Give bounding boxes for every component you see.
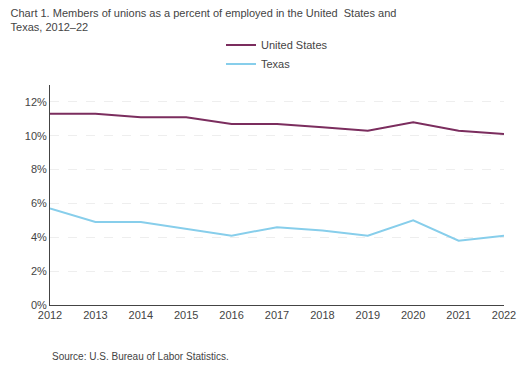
svg-text:Source: U.S. Bureau of Labor S: Source: U.S. Bureau of Labor Statistics.: [52, 351, 229, 362]
svg-text:2021: 2021: [446, 309, 470, 321]
svg-text:2015: 2015: [174, 309, 198, 321]
svg-text:2013: 2013: [83, 309, 107, 321]
svg-text:2016: 2016: [219, 309, 243, 321]
svg-text:8%: 8%: [31, 163, 47, 175]
svg-text:6%: 6%: [31, 197, 47, 209]
svg-text:2014: 2014: [129, 309, 153, 321]
svg-text:2020: 2020: [401, 309, 425, 321]
svg-text:4%: 4%: [31, 231, 47, 243]
svg-text:United States: United States: [261, 39, 328, 51]
svg-text:2022: 2022: [492, 309, 516, 321]
svg-text:10%: 10%: [25, 130, 47, 142]
svg-text:2012: 2012: [38, 309, 62, 321]
svg-text:Chart 1. Members of unions as: Chart 1. Members of unions as a percent …: [11, 7, 397, 33]
svg-text:0%: 0%: [31, 299, 47, 311]
svg-text:12%: 12%: [25, 96, 47, 108]
svg-text:2017: 2017: [265, 309, 289, 321]
svg-text:2%: 2%: [31, 265, 47, 277]
svg-text:2019: 2019: [356, 309, 380, 321]
svg-text:Texas: Texas: [261, 58, 290, 70]
svg-text:2018: 2018: [310, 309, 334, 321]
